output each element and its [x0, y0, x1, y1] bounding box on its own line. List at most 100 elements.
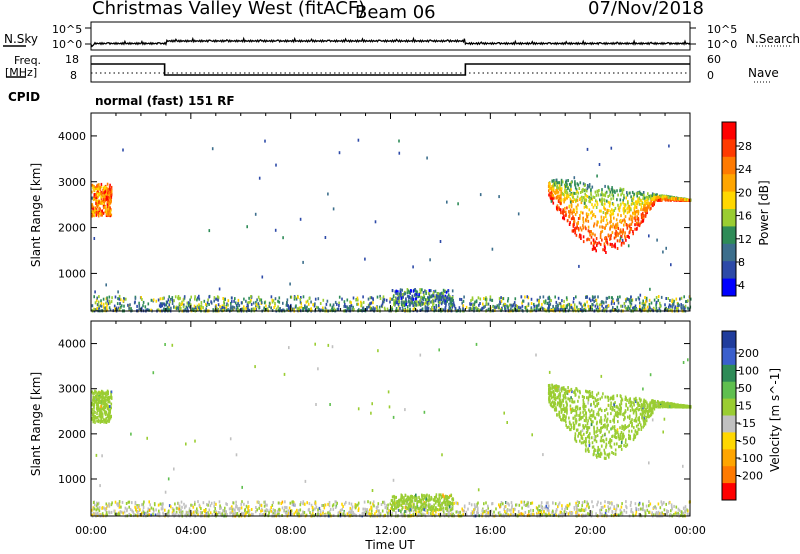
velocity-echo-cell: [347, 511, 350, 515]
power-echo-cell: [576, 305, 578, 309]
velocity-echo-cell: [593, 402, 595, 406]
velocity-echo-cell: [653, 400, 655, 403]
power-echo-cell: [568, 302, 571, 306]
power-echo-cell: [555, 304, 557, 308]
velocity-echo-cell: [654, 402, 656, 406]
power-echo-cell: [105, 195, 108, 199]
power-echo-cell: [469, 307, 472, 310]
power-echo-cell: [444, 307, 447, 311]
power-echo-cell: [419, 299, 421, 303]
power-echo-cell: [347, 306, 349, 310]
power-echo-cell: [521, 301, 523, 305]
power-echo-cell: [563, 299, 565, 303]
velocity-echo-cell: [628, 429, 630, 433]
power-echo-cell: [668, 144, 670, 148]
velocity-echo-cell: [591, 441, 594, 445]
power-echo-cell: [210, 300, 212, 304]
velocity-echo-cell: [653, 406, 655, 410]
power-echo-cell: [421, 302, 424, 306]
power-echo-cell: [399, 288, 402, 292]
power-echo-cell: [405, 303, 407, 307]
power-echo-cell: [671, 305, 674, 309]
power-echo-cell: [609, 227, 611, 231]
power-echo-cell: [391, 289, 394, 292]
power-echo-cell: [146, 308, 149, 312]
power-echo-cell: [552, 304, 554, 308]
velocity-echo-cell: [637, 404, 639, 408]
velocity-echo-cell: [103, 420, 105, 424]
power-echo-cell: [107, 302, 110, 306]
power-echo-cell: [660, 194, 662, 198]
power-echo-cell: [213, 299, 215, 303]
velocity-echo-cell: [600, 444, 603, 448]
power-echo-cell: [507, 299, 509, 303]
velocity-echo-cell: [616, 442, 618, 446]
velocity-echo-cell: [555, 407, 557, 411]
power-echo-cell: [557, 200, 560, 203]
power-echo-cell: [104, 185, 107, 189]
nsky-series: [90, 36, 691, 48]
velocity-echo-cell: [625, 444, 627, 448]
velocity-echo-cell: [558, 388, 560, 392]
power-echo-cell: [107, 188, 109, 192]
power-echo-cell: [107, 207, 110, 211]
power-echo-cell: [451, 305, 453, 309]
power-echo-cell: [575, 233, 578, 237]
velocity-echo-cell: [600, 416, 602, 420]
velocity-echo-cell: [553, 391, 555, 395]
velocity-echo-cell: [635, 419, 638, 423]
velocity-echo-cell: [211, 513, 214, 517]
power-echo-cell: [248, 308, 251, 312]
velocity-echo-cell: [104, 406, 107, 409]
velocity-echo-cell: [571, 390, 573, 394]
power-echo-cell: [615, 218, 618, 222]
power-echo-cell: [425, 290, 428, 294]
velocity-echo-cell: [125, 502, 128, 505]
velocity-echo-cell: [596, 449, 599, 453]
velocity-echo-cell: [99, 410, 101, 414]
velocity-echo-cell: [586, 425, 589, 429]
velocity-echo-cell: [566, 425, 568, 429]
velocity-echo-cell: [550, 401, 553, 405]
velocity-echo-cell: [93, 397, 96, 401]
power-echo-cell: [549, 302, 552, 306]
velocity-echo-cell: [635, 399, 638, 402]
power-echo-cell: [557, 296, 560, 300]
power-echo-cell: [432, 294, 435, 298]
velocity-echo-cell: [105, 421, 108, 424]
power-echo-cell: [264, 139, 266, 143]
power-echo-cell: [408, 296, 410, 300]
velocity-echo-cell: [600, 409, 603, 413]
power-echo-cell: [576, 190, 578, 194]
power-echo-cell: [125, 297, 127, 301]
power-echo-cell: [678, 197, 681, 201]
power-echo-cell: [105, 306, 108, 309]
power-echo-cell: [422, 291, 425, 294]
velocity-echo-cell: [635, 414, 638, 418]
velocity-echo-cell: [420, 512, 422, 516]
power-echo-cell: [401, 288, 403, 292]
power-echo-cell: [572, 307, 574, 311]
power-echo-cell: [607, 233, 610, 237]
velocity-echo-cell: [99, 412, 101, 416]
power-echo-cell: [472, 304, 474, 307]
power-echo-cell: [96, 183, 99, 187]
velocity-echo-cell: [643, 414, 646, 418]
velocity-echo-cell: [108, 414, 110, 418]
power-echo-cell: [498, 297, 501, 301]
velocity-echo-cell: [617, 412, 620, 415]
velocity-echo-cell: [285, 510, 288, 514]
velocity-echo-cell: [615, 411, 617, 415]
power-echo-cell: [593, 241, 595, 245]
velocity-echo-cell: [579, 411, 582, 415]
power-echo-cell: [683, 198, 685, 202]
velocity-echo-cell: [134, 513, 137, 517]
power-echo-cell: [110, 199, 112, 202]
power-echo-cell: [430, 308, 432, 311]
velocity-echo-cell: [629, 437, 632, 441]
velocity-echo-cell: [92, 402, 95, 406]
velocity-echo-cell: [563, 407, 565, 410]
velocity-echo-cell: [636, 407, 638, 410]
power-echo-cell: [250, 295, 252, 299]
velocity-echo-cell: [584, 440, 587, 444]
